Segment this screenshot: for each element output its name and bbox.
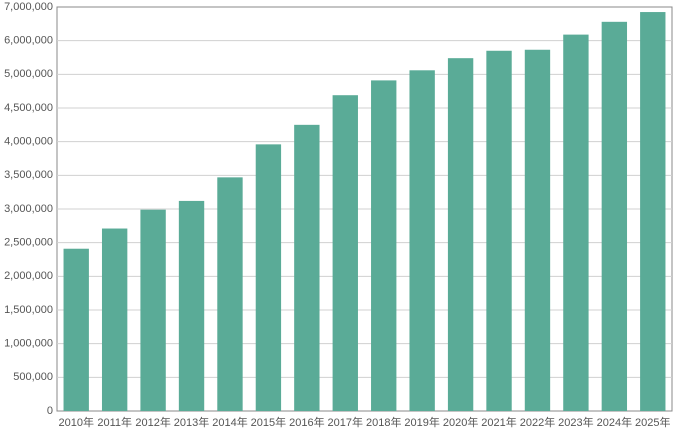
bar	[371, 80, 397, 411]
y-tick-label: 1,500,000	[4, 304, 53, 316]
bar	[601, 21, 628, 412]
x-tick-label: 2020年	[443, 415, 478, 429]
y-tick-label: 1,000,000	[4, 338, 53, 350]
x-tick-label: 2015年	[251, 415, 286, 429]
x-tick-label: 2012年	[135, 415, 170, 429]
bar	[294, 124, 320, 411]
bar	[563, 34, 589, 412]
y-tick-label: 5,000,000	[4, 68, 53, 80]
x-tick-label: 2022年	[520, 415, 555, 429]
x-tick-label: 2025年	[635, 415, 670, 429]
y-tick-label: 0	[47, 405, 53, 417]
bar	[640, 12, 666, 412]
bar	[255, 144, 282, 412]
y-tick-label: 4,500,000	[4, 102, 53, 114]
bar	[217, 177, 243, 411]
y-tick-label: 3,500,000	[4, 169, 53, 181]
x-tick-label: 2023年	[558, 415, 593, 429]
y-tick-label: 2,500,000	[4, 237, 53, 249]
bar	[486, 50, 512, 412]
y-tick-label: 7,000,000	[4, 1, 53, 13]
y-tick-label: 3,000,000	[4, 203, 53, 215]
bar	[63, 248, 89, 411]
bar	[140, 209, 166, 411]
x-tick-label: 2016年	[289, 415, 324, 429]
y-tick-label: 500,000	[13, 371, 53, 383]
bar	[178, 200, 205, 411]
x-tick-label: 2019年	[404, 415, 439, 429]
x-tick-label: 2021年	[481, 415, 516, 429]
x-tick-label: 2017年	[328, 415, 363, 429]
x-tick-label: 2013年	[174, 415, 209, 429]
y-tick-label: 4,000,000	[4, 136, 53, 148]
x-tick-label: 2011年	[97, 415, 132, 429]
bar	[447, 58, 474, 411]
bar	[409, 70, 435, 411]
x-tick-label: 2010年	[58, 415, 93, 429]
y-tick-label: 6,000,000	[4, 35, 53, 47]
bar	[101, 228, 128, 411]
bar	[332, 95, 358, 411]
bar	[524, 49, 551, 412]
y-tick-label: 2,000,000	[4, 270, 53, 282]
x-tick-label: 2024年	[597, 415, 632, 429]
x-tick-label: 2014年	[212, 415, 247, 429]
x-tick-label: 2018年	[366, 415, 401, 429]
